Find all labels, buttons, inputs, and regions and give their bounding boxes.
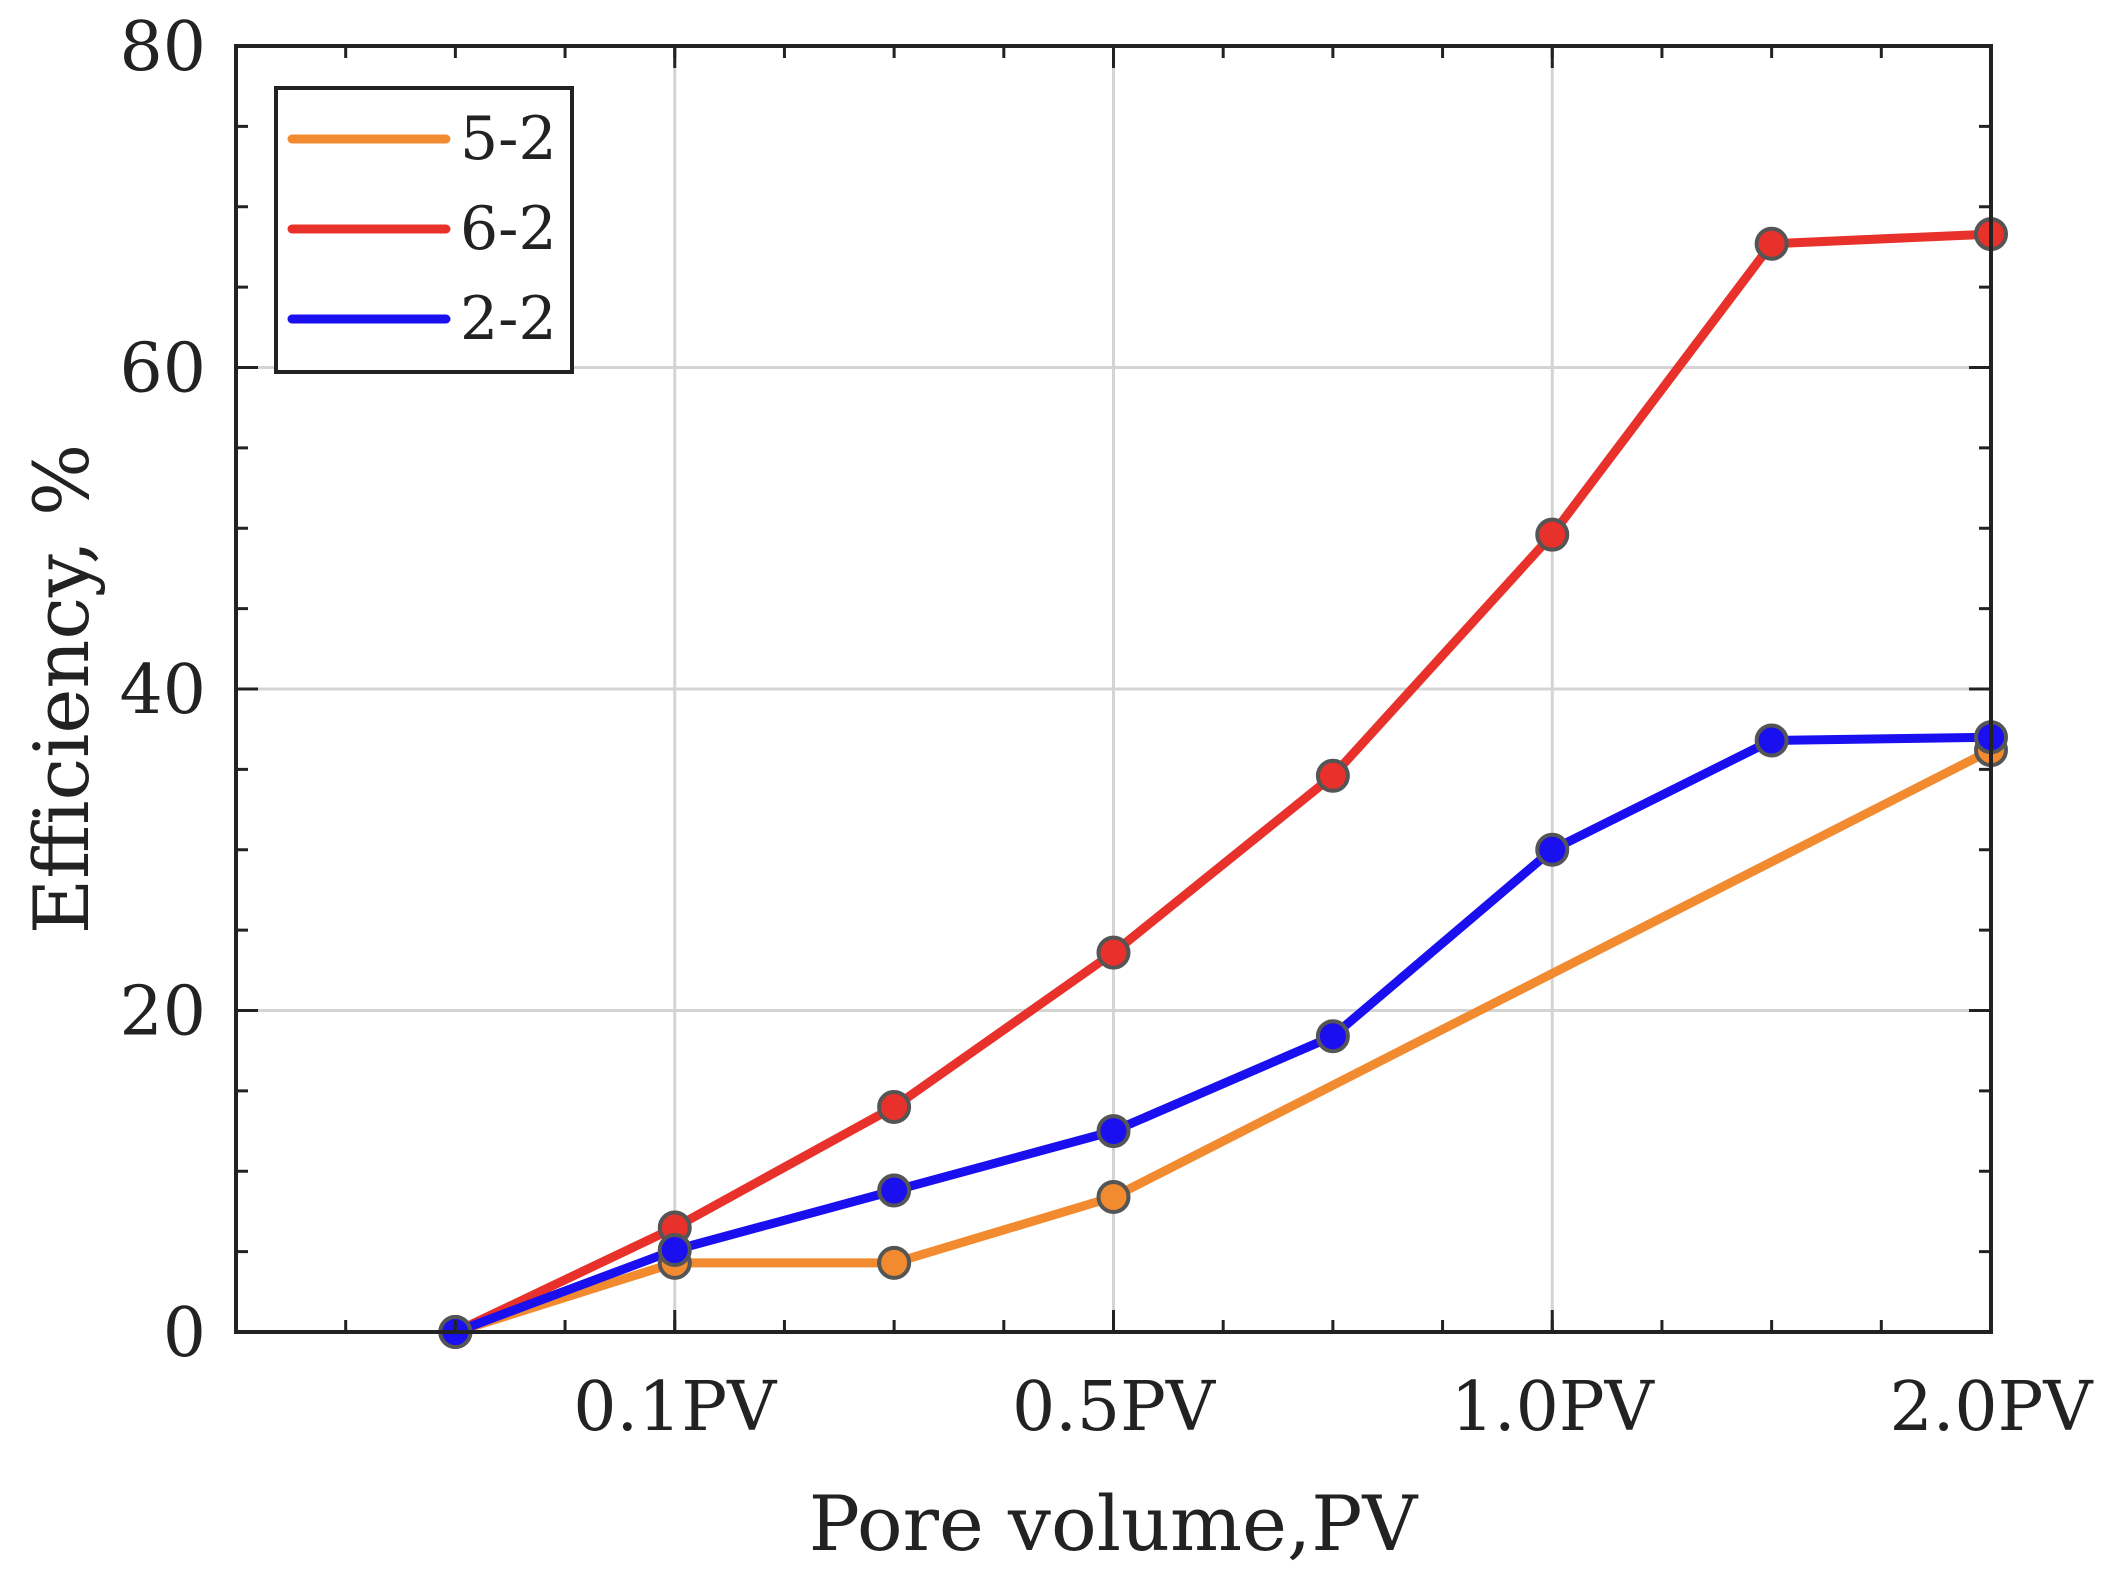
data-point-6-2 <box>877 1089 912 1124</box>
series-line-2-2 <box>450 732 1996 1337</box>
data-point-6-2 <box>1315 758 1350 793</box>
series-line-6-2 <box>450 229 1996 1337</box>
data-point-6-2 <box>1096 935 1131 970</box>
data-point-2-2 <box>657 1233 692 1268</box>
series-line-5-2 <box>450 745 1996 1337</box>
data-point-5-2 <box>877 1245 912 1280</box>
x-axis-tick-labels: 0.1PV 0.5PV 1.0PV 2.0PV <box>573 1368 2094 1447</box>
legend: 5-2 6-2 2-2 <box>274 86 574 374</box>
y-tick-label: 40 <box>119 651 206 730</box>
legend-label-6-2: 6-2 <box>460 194 557 264</box>
x-axis-title: Pore volume,PV <box>809 1479 1419 1568</box>
series-lines <box>450 229 1996 1337</box>
y-tick-label: 60 <box>119 330 206 409</box>
x-tick-label: 2.0PV <box>1889 1368 2094 1447</box>
data-point-6-2 <box>1754 226 1789 261</box>
legend-label-2-2: 2-2 <box>460 284 557 354</box>
data-point-2-2 <box>877 1173 912 1208</box>
y-tick-label: 80 <box>119 8 206 87</box>
data-point-2-2 <box>1315 1019 1350 1054</box>
y-tick-label: 0 <box>163 1294 206 1373</box>
y-axis-tick-labels: 0 20 40 60 80 <box>119 8 206 1373</box>
axis-ticks <box>236 44 1993 1334</box>
data-point-2-2 <box>1535 832 1570 867</box>
x-tick-label: 0.5PV <box>1012 1368 1217 1447</box>
data-point-5-2 <box>1096 1179 1131 1214</box>
legend-label-5-2: 5-2 <box>460 104 557 174</box>
x-tick-label: 1.0PV <box>1451 1368 1656 1447</box>
data-point-2-2 <box>1096 1114 1131 1149</box>
data-point-6-2 <box>1535 517 1570 552</box>
data-point-2-2 <box>1754 723 1789 758</box>
x-tick-label: 0.1PV <box>573 1368 778 1447</box>
y-tick-label: 20 <box>119 973 206 1052</box>
y-axis-title: Efficiency, % <box>17 444 106 935</box>
